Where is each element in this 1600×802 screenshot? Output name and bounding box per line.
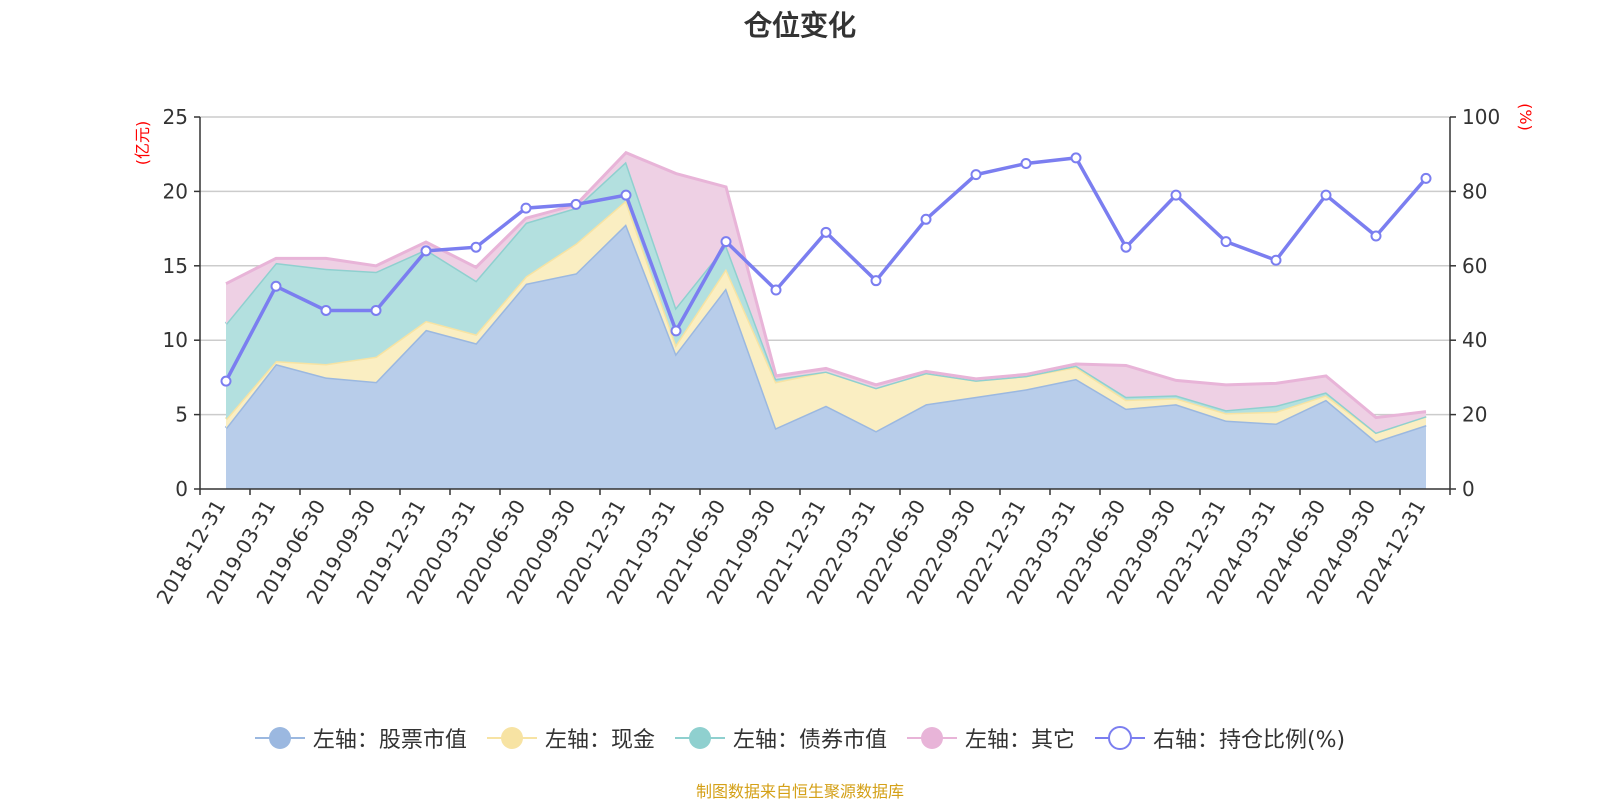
legend-marker-icon [486, 727, 537, 749]
ratio-point [420, 245, 432, 257]
left-tick-label: 25 [163, 105, 188, 129]
legend-label: 左轴：其它 [964, 728, 1075, 753]
chart-area: 05101520250204060801002018-12-312019-03-… [133, 103, 1535, 608]
legend-marker-icon [906, 727, 957, 749]
legend-item-0[interactable]: 左轴：股票市值 [254, 722, 467, 754]
legend-label: 右轴：持仓比例(%) [1152, 728, 1346, 753]
legend-dot [268, 727, 291, 749]
ratio-point [1170, 189, 1182, 201]
legend-dot [500, 727, 523, 749]
legend-marker-icon [1094, 726, 1145, 750]
ratio-point [1120, 241, 1132, 253]
left-tick-label: 20 [163, 179, 188, 203]
ratio-point [1020, 158, 1032, 169]
ratio-point [820, 226, 832, 238]
legend-dot [1107, 726, 1132, 750]
legend-dot [920, 727, 943, 749]
ratio-point [620, 189, 632, 201]
legend-dot [688, 727, 711, 749]
left-tick-label: 0 [175, 477, 188, 501]
ratio-point [1220, 236, 1232, 248]
ratio-point [370, 304, 382, 316]
legend-item-2[interactable]: 左轴：债券市值 [674, 722, 887, 754]
legend-item-4[interactable]: 右轴：持仓比例(%) [1094, 722, 1346, 754]
legend-label: 左轴：债券市值 [732, 728, 887, 753]
area-series-0 [226, 224, 1426, 490]
left-tick-label: 15 [163, 254, 188, 278]
left-axis-unit: (亿元) [133, 121, 152, 166]
ratio-point [770, 284, 782, 296]
legend-marker-icon [254, 727, 305, 749]
area-series-1 [226, 200, 1426, 442]
ratio-point [1270, 254, 1282, 266]
right-tick-label: 0 [1462, 477, 1475, 501]
right-tick-label: 100 [1462, 105, 1500, 129]
ratio-point [270, 280, 282, 292]
legend-label: 左轴：现金 [544, 728, 655, 753]
left-tick-label: 5 [175, 403, 188, 427]
ratio-point [1370, 230, 1382, 242]
ratio-point [1320, 189, 1332, 201]
legend: 左轴：股票市值 左轴：现金 左轴：债券市值 左轴：其它 右轴：持仓比例(%) [0, 718, 1600, 758]
ratio-point [220, 375, 232, 387]
legend-marker-icon [674, 727, 725, 749]
right-axis-unit: (%) [1516, 103, 1535, 131]
ratio-point [1070, 152, 1082, 164]
ratio-point [670, 325, 682, 337]
legend-item-3[interactable]: 左轴：其它 [906, 722, 1075, 754]
legend-label: 左轴：股票市值 [312, 728, 467, 753]
source-footer: 制图数据来自恒生聚源数据库 [695, 782, 904, 801]
ratio-line [220, 152, 1432, 387]
ratio-point [570, 198, 582, 210]
chart-title: 仓位变化 [743, 9, 856, 42]
ratio-point [470, 241, 482, 253]
ratio-point [1420, 172, 1432, 184]
ratio-point [520, 202, 532, 214]
right-tick-label: 60 [1462, 254, 1487, 278]
right-tick-label: 40 [1462, 328, 1487, 352]
area-series-2 [226, 161, 1426, 433]
ratio-point [920, 213, 932, 225]
ratio-point [320, 304, 332, 316]
stacked-areas [224, 150, 1427, 490]
area-edge-3 [225, 150, 1427, 420]
left-tick-label: 10 [163, 328, 188, 352]
legend-item-1[interactable]: 左轴：现金 [486, 722, 655, 754]
right-tick-label: 80 [1462, 179, 1487, 203]
right-tick-label: 20 [1462, 403, 1487, 427]
ratio-point [970, 169, 982, 181]
ratio-point [720, 236, 732, 248]
ratio-point [870, 275, 882, 287]
